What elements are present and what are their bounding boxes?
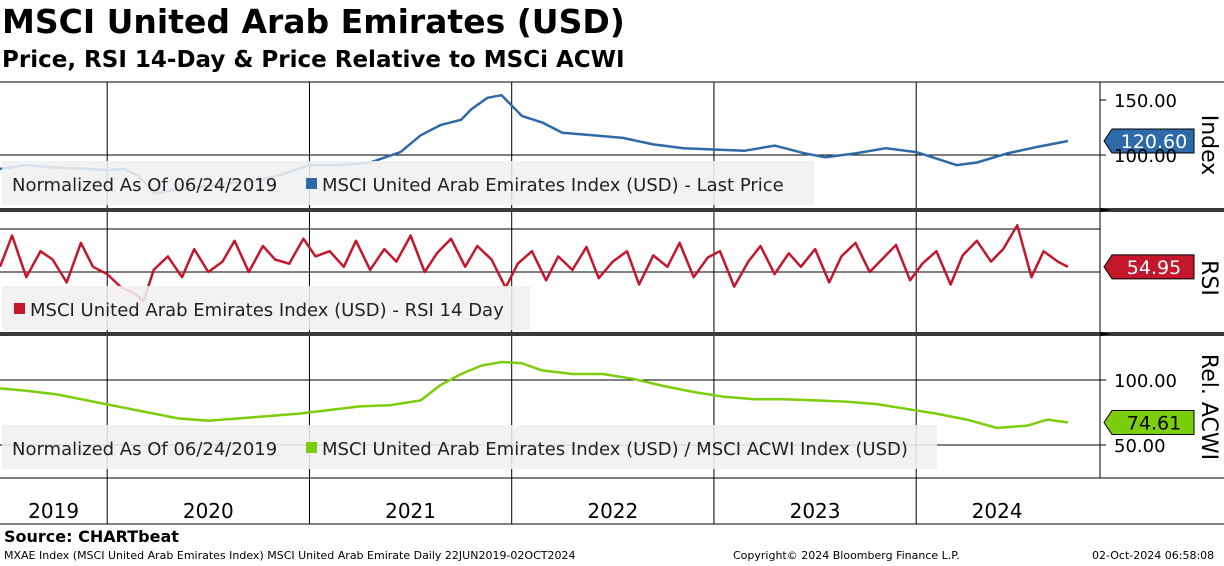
legend-entry: MSCI United Arab Emirates Index (USD) - … (30, 300, 504, 321)
legend-swatch (306, 442, 317, 453)
chart-subtitle: Price, RSI 14-Day & Price Relative to MS… (2, 47, 625, 73)
x-tick-label: 2023 (790, 499, 841, 523)
x-tick-label: 2020 (183, 499, 234, 523)
legend-note: Normalized As Of 06/24/2019 (12, 175, 277, 196)
panel-divider (0, 332, 1224, 336)
last-value-badge (1103, 254, 1195, 280)
y-tick-label: 100.00 (1114, 371, 1177, 392)
y-axis-label: Index (1196, 115, 1221, 176)
chart-title: MSCI United Arab Emirates (USD) (2, 2, 625, 41)
panel-divider (0, 208, 1224, 212)
legend-entry: MSCI United Arab Emirates Index (USD) - … (322, 175, 784, 196)
panel-3 (0, 336, 1195, 478)
panel-1 (0, 82, 1195, 208)
legend-note: Normalized As Of 06/24/2019 (12, 439, 277, 460)
divider-marker (1100, 208, 1112, 212)
panel-2 (0, 212, 1195, 332)
legend-box (2, 425, 937, 469)
x-tick-label: 2022 (587, 499, 638, 523)
series-line (0, 360, 1069, 430)
y-axis-label: RSI (1196, 260, 1221, 296)
divider-marker (1100, 332, 1112, 336)
y-tick-label: 150.00 (1114, 91, 1177, 112)
series-line (0, 223, 1069, 303)
last-value-badge (1103, 409, 1195, 435)
footer-timestamp: 02-Oct-2024 06:58:08 (1092, 549, 1215, 562)
last-value-label: 54.95 (1127, 257, 1181, 279)
last-value-label: 120.60 (1121, 131, 1187, 153)
last-value-label: 74.61 (1127, 412, 1181, 434)
y-axis-label: Rel. ACWI (1196, 354, 1221, 460)
footer-copyright: Copyright© 2024 Bloomberg Finance L.P. (733, 549, 960, 562)
legend-swatch (14, 303, 25, 314)
last-value-badge (1103, 128, 1195, 154)
x-tick-label: 2019 (28, 499, 79, 523)
legend-entry: MSCI United Arab Emirates Index (USD) / … (322, 439, 908, 460)
y-tick-label: 100.00 (1114, 146, 1177, 167)
legend-box (2, 161, 814, 205)
y-tick-label: 50.00 (1114, 436, 1166, 457)
x-tick-label: 2024 (972, 499, 1023, 523)
source-label: Source: CHARTbeat (4, 527, 179, 546)
footer-description: MXAE Index (MSCI United Arab Emirates In… (4, 549, 576, 562)
legend-box (2, 286, 530, 330)
legend-swatch (306, 178, 317, 189)
x-tick-label: 2021 (385, 499, 436, 523)
